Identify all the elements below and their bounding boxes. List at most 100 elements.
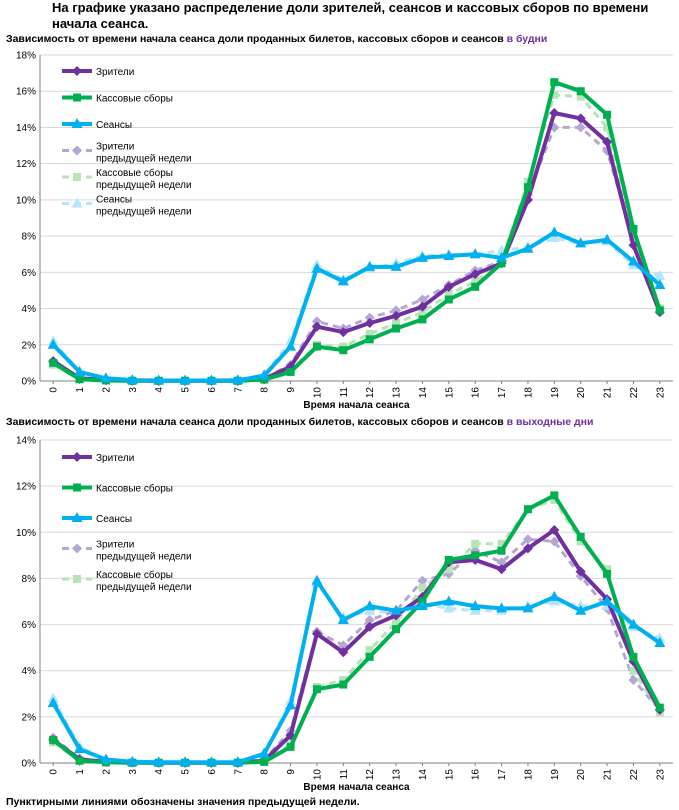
legend-marker-viewers_prev bbox=[72, 543, 82, 554]
x-tick-label: 9 bbox=[286, 769, 297, 775]
data-point-viewers bbox=[338, 647, 349, 658]
data-point-boxoffice_prev bbox=[365, 329, 374, 338]
data-point-viewers_prev bbox=[549, 536, 560, 547]
data-point-viewers bbox=[470, 269, 481, 280]
data-point-viewers bbox=[496, 564, 507, 575]
data-point-boxoffice_prev bbox=[444, 290, 453, 299]
data-point-sessions bbox=[205, 374, 217, 385]
data-point-sessions bbox=[285, 699, 297, 710]
data-point-sessions bbox=[443, 250, 455, 261]
x-tick-label: 1 bbox=[75, 387, 86, 393]
data-point-sessions bbox=[654, 279, 666, 290]
data-point-viewers_prev bbox=[311, 316, 322, 327]
x-tick-label: 13 bbox=[392, 387, 403, 399]
series-line-viewers_prev bbox=[52, 125, 662, 383]
x-tick-label: 0 bbox=[49, 769, 60, 775]
data-point-boxoffice bbox=[497, 546, 506, 555]
legend-marker-viewers_prev bbox=[72, 145, 82, 156]
x-tick-label: 20 bbox=[576, 387, 587, 399]
data-point-viewers_prev bbox=[417, 575, 428, 586]
data-point-sessions bbox=[496, 602, 508, 613]
y-tick-label: 6% bbox=[22, 620, 37, 631]
data-point-viewers bbox=[602, 136, 613, 147]
x-tick-label: 14 bbox=[418, 769, 429, 781]
data-point-sessions bbox=[74, 743, 86, 754]
legend-marker-sessions bbox=[71, 118, 83, 128]
data-point-boxoffice bbox=[75, 756, 84, 765]
x-tick-label: 4 bbox=[154, 769, 165, 775]
chart-1-title: Зависимость от времени начала сеанса дол… bbox=[6, 33, 547, 45]
data-point-sessions bbox=[47, 338, 59, 349]
data-point-boxoffice_prev bbox=[497, 539, 506, 548]
data-point-viewers bbox=[311, 628, 322, 639]
x-tick-label: 6 bbox=[207, 769, 218, 775]
data-point-sessions_prev bbox=[548, 231, 560, 242]
x-tick-label: 7 bbox=[233, 769, 244, 775]
legend-label-viewers: Зрители bbox=[96, 67, 134, 78]
y-tick-label: 12% bbox=[16, 482, 36, 493]
data-point-boxoffice bbox=[75, 375, 84, 384]
y-tick-label: 2% bbox=[22, 340, 37, 351]
data-point-boxoffice bbox=[471, 282, 480, 291]
x-tick-label: 11 bbox=[339, 387, 350, 398]
data-point-viewers_prev bbox=[575, 122, 586, 133]
y-tick-label: 6% bbox=[22, 268, 37, 279]
data-point-boxoffice bbox=[339, 680, 348, 689]
data-point-sessions bbox=[443, 595, 455, 606]
x-tick-label: 17 bbox=[497, 387, 508, 399]
y-tick-label: 0% bbox=[22, 377, 37, 388]
y-tick-label: 10% bbox=[16, 528, 36, 539]
data-point-boxoffice_prev bbox=[471, 277, 480, 286]
x-tick-label: 6 bbox=[207, 387, 218, 393]
chart-weekend: 0%2%4%6%8%10%12%14%0 1 2 3 4 5 6 7 8 9 10 11 12 13 14 1… bbox=[16, 436, 673, 793]
y-tick-label: 18% bbox=[16, 51, 36, 62]
data-point-sessions bbox=[364, 600, 376, 611]
data-point-boxoffice bbox=[629, 652, 638, 661]
legend-marker-viewers bbox=[72, 66, 82, 76]
data-point-viewers bbox=[311, 321, 322, 332]
data-point-boxoffice_prev bbox=[603, 565, 612, 574]
data-point-viewers bbox=[549, 524, 560, 535]
data-point-boxoffice bbox=[392, 324, 401, 333]
data-point-sessions bbox=[390, 260, 402, 271]
data-point-boxoffice bbox=[49, 358, 58, 367]
series-boxoffice bbox=[49, 78, 664, 385]
y-tick-label: 8% bbox=[22, 232, 37, 243]
data-point-sessions bbox=[232, 374, 244, 385]
data-point-boxoffice bbox=[49, 735, 58, 744]
data-point-viewers bbox=[417, 301, 428, 312]
x-axis-title: Время начала сеанса bbox=[303, 782, 410, 793]
footnote: Пунктирными линиями обозначены значения … bbox=[6, 796, 360, 808]
x-tick-label: 11 bbox=[339, 769, 350, 780]
data-point-boxoffice bbox=[471, 551, 480, 560]
legend-label-sessions: Сеансы bbox=[96, 514, 132, 525]
y-tick-label: 14% bbox=[16, 123, 36, 134]
data-point-boxoffice bbox=[365, 652, 374, 661]
y-tick-label: 8% bbox=[22, 574, 37, 585]
data-point-viewers bbox=[364, 621, 375, 632]
legend-label-boxoffice: Кассовые сборы bbox=[96, 483, 173, 495]
x-tick-label: 0 bbox=[49, 387, 60, 393]
x-tick-label: 12 bbox=[365, 387, 376, 399]
data-point-viewers bbox=[443, 281, 454, 292]
data-point-boxoffice bbox=[365, 335, 374, 344]
data-point-boxoffice bbox=[260, 757, 269, 766]
x-tick-label: 19 bbox=[550, 387, 561, 399]
data-point-boxoffice bbox=[339, 346, 348, 355]
x-tick-label: 15 bbox=[444, 769, 455, 781]
data-point-sessions bbox=[627, 618, 639, 629]
legend-marker-boxoffice_prev bbox=[73, 575, 81, 583]
data-point-boxoffice bbox=[444, 295, 453, 304]
y-tick-label: 14% bbox=[16, 436, 36, 447]
series-line-viewers bbox=[52, 528, 662, 765]
x-tick-label: 22 bbox=[629, 769, 640, 781]
chart-2-title-text: Зависимость от времени начала сеанса дол… bbox=[6, 416, 504, 428]
data-point-sessions bbox=[74, 365, 86, 376]
data-point-sessions bbox=[575, 237, 587, 248]
data-point-viewers bbox=[575, 566, 586, 577]
x-tick-label: 19 bbox=[550, 769, 561, 781]
x-tick-label: 13 bbox=[392, 769, 403, 781]
data-point-sessions bbox=[469, 600, 481, 611]
chart-2-title: Зависимость от времени начала сеанса дол… bbox=[6, 416, 593, 428]
x-tick-label: 20 bbox=[576, 769, 587, 781]
